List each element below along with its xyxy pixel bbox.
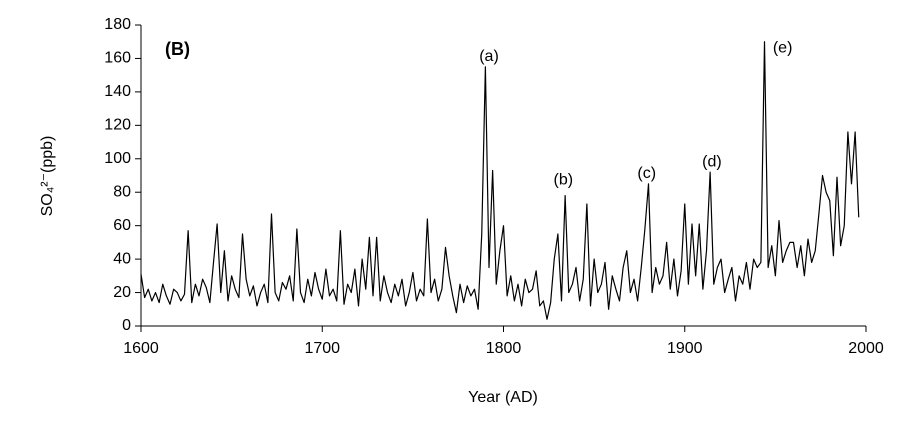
x-tick-label: 1800 bbox=[486, 340, 522, 357]
annotation: (a) bbox=[479, 48, 499, 65]
y-tick-label: 160 bbox=[104, 50, 131, 67]
annotation: (e) bbox=[773, 40, 793, 57]
y-tick-label: 140 bbox=[104, 83, 131, 100]
y-tick-label: 40 bbox=[113, 250, 131, 267]
y-tick-label: 100 bbox=[104, 150, 131, 167]
x-tick-label: 1900 bbox=[667, 340, 703, 357]
annotation: (d) bbox=[702, 153, 722, 170]
annotation: (b) bbox=[554, 172, 574, 189]
x-tick-label: 1700 bbox=[304, 340, 340, 357]
x-tick-label: 2000 bbox=[848, 340, 884, 357]
x-tick-label: 1600 bbox=[123, 340, 159, 357]
y-tick-label: 20 bbox=[113, 284, 131, 301]
y-tick-label: 180 bbox=[104, 16, 131, 33]
y-axis-label: SO₄²⁻(ppb) bbox=[39, 136, 56, 217]
y-tick-label: 0 bbox=[122, 317, 131, 334]
annotation: (c) bbox=[637, 165, 656, 182]
y-tick-label: 60 bbox=[113, 217, 131, 234]
data-line bbox=[140, 41, 860, 320]
x-axis-label: Year (AD) bbox=[468, 389, 538, 406]
y-tick-label: 120 bbox=[104, 117, 131, 134]
panel-label: (B) bbox=[165, 39, 190, 59]
y-tick-label: 80 bbox=[113, 183, 131, 200]
